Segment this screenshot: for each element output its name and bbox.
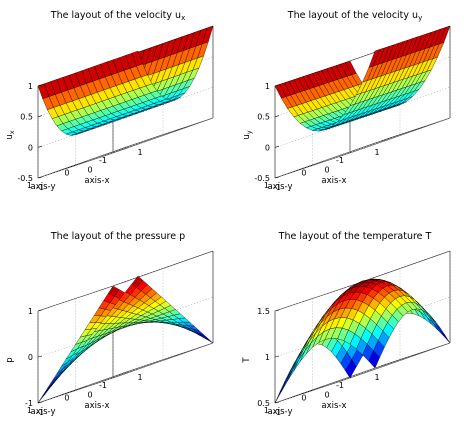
surface-patch — [51, 368, 64, 382]
chart-title: The layout of the velocity uy — [287, 10, 422, 22]
chart-title: The layout of the temperature T — [278, 231, 432, 242]
x-axis-label: axis-x — [84, 176, 109, 186]
grid-line-y — [274, 311, 376, 404]
chart-velocity-uy: The layout of the velocity uy -0.5 0 0.5 1 -1… — [242, 10, 451, 192]
x-tick-label: 1 — [374, 373, 379, 382]
chart-temperature-t: The layout of the temperature T0.511.5-1… — [242, 231, 451, 417]
z-tick-mark — [274, 401, 280, 404]
z-tick-mark — [37, 401, 43, 404]
x-tick-label: 1 — [374, 148, 379, 157]
surface-patch — [432, 322, 444, 337]
panel-pressure-p: The layout of the pressure p -1 0 1 -1 0 1 -1 0 1… — [0, 221, 237, 442]
panel-velocity-uy: The layout of the velocity uy -0.5 0 0.5 1 -1… — [237, 0, 474, 221]
z-tick-label: 1 — [265, 82, 270, 91]
y-tick-label: 1 — [264, 181, 269, 190]
surface — [37, 25, 214, 136]
surface — [274, 25, 451, 132]
z-tick-mark — [37, 309, 43, 312]
x-tick-label: -1 — [273, 183, 281, 192]
y-axis-label: axis-y — [31, 182, 56, 192]
x-tick-label: -1 — [36, 183, 44, 192]
y-axis-label: axis-y — [31, 407, 56, 417]
z-tick-mark — [37, 146, 43, 148]
z-tick-label: -0.5 — [254, 174, 270, 183]
z-tick-label: -0.5 — [17, 174, 33, 183]
x-tick-label: 0 — [87, 391, 92, 400]
grid-line-y — [312, 298, 413, 391]
z-tick-mark — [274, 309, 280, 312]
panel-velocity-ux: The layout of the velocity ux -0.5 0 0.5 1 -1… — [0, 0, 237, 221]
y-tick-label: -1 — [99, 156, 107, 165]
y-axis-label: axis-y — [268, 407, 293, 417]
z-axis-label: uy — [242, 130, 253, 139]
x-axis-label: axis-x — [321, 401, 346, 411]
grid-line-y — [37, 311, 139, 404]
chart-velocity-ux: The layout of the velocity ux -0.5 0 0.5 1 -1… — [5, 10, 214, 192]
z-tick-label: 1.5 — [257, 307, 270, 316]
y-tick-label: 0 — [301, 169, 306, 178]
chart-title: The layout of the pressure p — [50, 231, 185, 242]
z-tick-label: 0 — [265, 143, 270, 152]
y-tick-label: 1 — [27, 181, 32, 190]
surface-patch — [292, 350, 304, 371]
x-tick-label: -1 — [36, 408, 44, 417]
z-tick-label: -1 — [25, 399, 33, 408]
z-tick-mark — [274, 146, 280, 148]
surface — [274, 278, 451, 404]
z-tick-label: 0.5 — [257, 113, 270, 122]
x-axis-label: axis-x — [321, 176, 346, 186]
z-tick-label: 1 — [28, 82, 33, 91]
z-tick-mark — [37, 176, 43, 179]
z-tick-label: 0.5 — [20, 113, 33, 122]
x-tick-label: 1 — [137, 148, 142, 157]
z-tick-mark — [274, 176, 280, 179]
surface — [37, 275, 214, 404]
surface-patch — [274, 381, 287, 404]
z-tick-mark — [37, 115, 43, 117]
z-tick-mark — [37, 84, 43, 87]
chart-title-subscript: x — [181, 14, 185, 22]
z-tick-label: 0 — [28, 353, 33, 362]
grid-line-y — [75, 298, 176, 391]
z-axis-label-subscript: y — [245, 130, 253, 134]
surface-patch — [37, 83, 50, 100]
y-tick-label: 1 — [264, 406, 269, 415]
x-tick-label: 0 — [324, 166, 329, 175]
x-tick-label: 0 — [87, 166, 92, 175]
y-axis-label: axis-y — [268, 182, 293, 192]
z-tick-mark — [274, 115, 280, 117]
x-tick-label: -1 — [273, 408, 281, 417]
z-tick-mark — [274, 355, 280, 358]
z-axis-label: p — [5, 357, 15, 362]
y-tick-label: 0 — [301, 394, 306, 403]
z-axis-label-subscript: x — [8, 130, 16, 134]
y-tick-label: 0 — [64, 394, 69, 403]
surface-patch — [37, 388, 50, 404]
y-tick-label: -1 — [336, 156, 344, 165]
z-tick-label: 0.5 — [257, 399, 270, 408]
z-tick-label: 0 — [28, 143, 33, 152]
x-tick-label: 0 — [324, 391, 329, 400]
z-tick-label: 1 — [265, 353, 270, 362]
x-axis-label: axis-x — [84, 401, 109, 411]
y-tick-label: -1 — [336, 381, 344, 390]
z-axis-label: T — [242, 357, 252, 364]
x-tick-label: 1 — [137, 373, 142, 382]
y-tick-label: 0 — [64, 169, 69, 178]
chart-title: The layout of the velocity ux — [50, 10, 185, 22]
surface-patch — [281, 370, 293, 392]
y-tick-label: -1 — [99, 381, 107, 390]
surface-patch — [197, 332, 209, 339]
panel-temperature-t: The layout of the temperature T 0.5 1 1.5 -1… — [237, 221, 474, 442]
surface-patch — [287, 360, 299, 382]
z-tick-mark — [274, 84, 280, 87]
z-tick-mark — [37, 355, 43, 358]
z-tick-label: 1 — [28, 307, 33, 316]
surface-patch — [438, 328, 451, 344]
z-axis-label: ux — [5, 130, 16, 139]
y-tick-label: 1 — [27, 406, 32, 415]
chart-pressure-p: The layout of the pressure p-101-101-101… — [5, 231, 214, 417]
chart-title-subscript: y — [418, 14, 422, 22]
